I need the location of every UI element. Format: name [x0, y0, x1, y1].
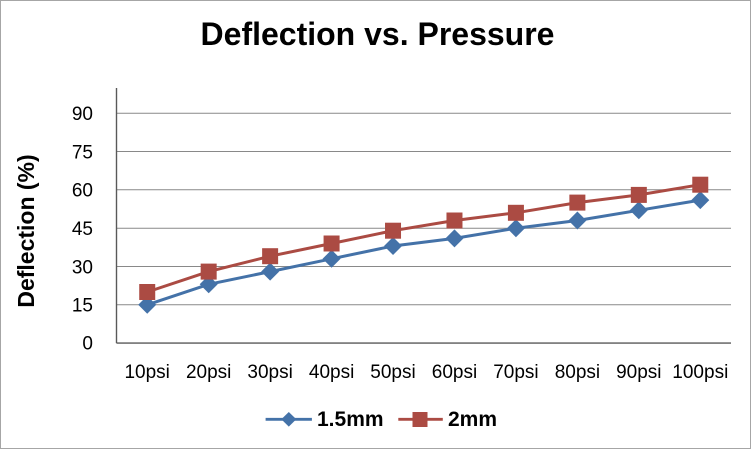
svg-text:1.5mm: 1.5mm [317, 408, 384, 431]
svg-text:80psi: 80psi [555, 362, 600, 383]
svg-text:90psi: 90psi [616, 362, 661, 383]
svg-text:60psi: 60psi [432, 362, 477, 383]
svg-text:30: 30 [72, 257, 93, 278]
svg-text:50psi: 50psi [370, 362, 415, 383]
svg-text:30psi: 30psi [247, 362, 292, 383]
svg-text:60: 60 [72, 181, 93, 202]
svg-text:100psi: 100psi [672, 362, 728, 383]
svg-text:0: 0 [82, 334, 93, 355]
svg-text:90: 90 [72, 104, 93, 125]
svg-text:2mm: 2mm [448, 408, 497, 431]
svg-text:75: 75 [72, 142, 93, 163]
svg-text:Deflection (%): Deflection (%) [13, 154, 39, 307]
svg-text:45: 45 [72, 219, 93, 240]
svg-text:70psi: 70psi [493, 362, 538, 383]
svg-text:15: 15 [72, 296, 93, 317]
svg-text:20psi: 20psi [186, 362, 231, 383]
svg-text:40psi: 40psi [309, 362, 354, 383]
svg-text:10psi: 10psi [124, 362, 169, 383]
